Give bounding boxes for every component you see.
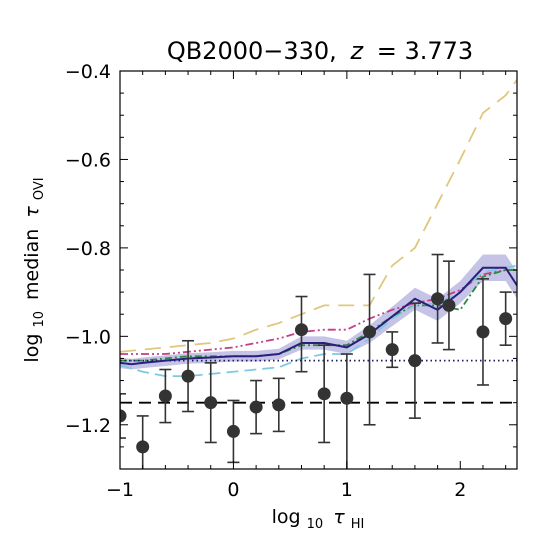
- data-marker: [249, 400, 263, 414]
- title-z: z: [349, 37, 364, 65]
- axis-ticks: −1 0 1 2 −1.2 −1.0 −0.8 −0.6 −0.4: [65, 61, 517, 501]
- data-point: [317, 344, 331, 444]
- data-marker: [442, 298, 456, 312]
- x-label-log-sub: 10: [307, 517, 324, 532]
- data-point: [204, 362, 218, 444]
- data-marker: [385, 343, 399, 357]
- data-marker: [181, 369, 195, 383]
- y-label-tau: τ: [21, 206, 43, 218]
- data-point: [158, 368, 172, 424]
- x-tick-label: 1: [341, 479, 353, 501]
- data-point: [181, 339, 195, 413]
- data-marker: [294, 323, 308, 337]
- chart-title: QB2000−330, z = 3.773: [167, 37, 473, 65]
- y-tick-label: −0.6: [65, 149, 111, 171]
- x-tick-label: 2: [454, 479, 466, 501]
- data-marker: [431, 292, 445, 306]
- y-label-median: median: [21, 229, 43, 300]
- y-tick-label: −0.8: [65, 238, 111, 260]
- data-point: [442, 260, 456, 351]
- plot-area: [120, 79, 517, 469]
- data-point: [499, 291, 513, 346]
- data-marker: [499, 312, 513, 326]
- data-point: [385, 331, 399, 369]
- title-z-value: = 3.773: [377, 37, 473, 65]
- series-long-dash-line: [120, 79, 517, 353]
- data-marker: [158, 389, 172, 403]
- data-point: [431, 253, 445, 344]
- data-point: [226, 399, 240, 464]
- x-axis-label: log 10 τ HI: [272, 506, 365, 533]
- data-marker: [317, 387, 331, 401]
- svg-text:log 10 median: log 10 median τ OVI: [21, 177, 48, 362]
- y-label-log-sub: 10: [32, 311, 47, 328]
- data-marker: [120, 409, 127, 423]
- x-label-log: log: [272, 506, 301, 528]
- axes-frame: [119, 70, 518, 470]
- data-point: [408, 302, 422, 419]
- svg-text:QB2000−330, z = 3.: QB2000−330, z = 3.773: [167, 37, 473, 65]
- x-label-tau: τ: [333, 506, 345, 528]
- data-marker: [363, 325, 377, 339]
- x-tick-label: 0: [227, 479, 239, 501]
- y-label-tau-sub: OVI: [32, 177, 47, 200]
- y-label-log: log: [21, 334, 43, 363]
- y-axis-label: log 10 median τ OVI: [21, 177, 48, 362]
- data-point: [294, 295, 308, 373]
- x-tick-label: −1: [106, 479, 134, 501]
- y-tick-label: −0.4: [65, 61, 111, 83]
- data-marker: [272, 398, 286, 412]
- x-label-tau-sub: HI: [351, 517, 365, 532]
- data-marker: [226, 424, 240, 438]
- data-marker: [136, 440, 150, 454]
- series-solid-line: [120, 266, 517, 366]
- y-tick-label: −1.2: [65, 415, 111, 437]
- data-point: [249, 379, 263, 435]
- data-marker: [340, 391, 354, 405]
- data-point: [363, 273, 377, 426]
- data-marker: [204, 396, 218, 410]
- y-tick-label: −1.0: [65, 326, 111, 348]
- data-point: [340, 353, 354, 469]
- data-marker: [408, 354, 422, 368]
- data-point: [476, 278, 490, 386]
- data-point: [272, 377, 286, 433]
- svg-text:log 10 τ HI: log 10 τ HI: [272, 506, 365, 533]
- data-point: [120, 393, 127, 439]
- data-marker: [476, 325, 490, 339]
- title-name: QB2000−330,: [167, 37, 337, 65]
